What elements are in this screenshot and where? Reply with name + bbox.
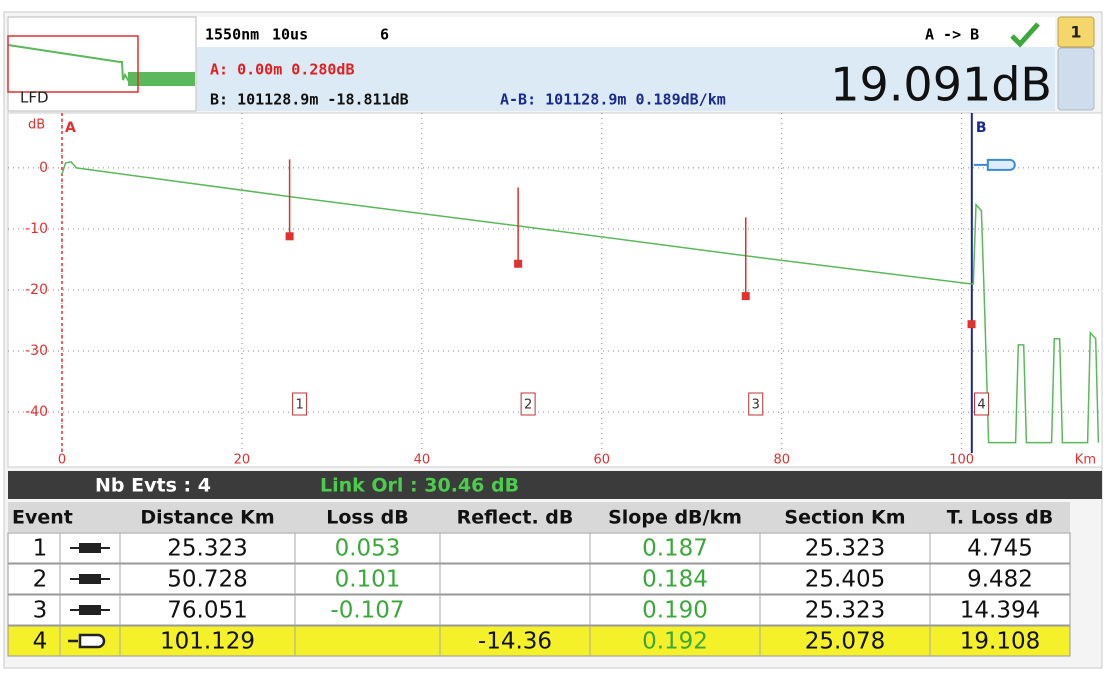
thumbnail-noise <box>128 72 195 86</box>
cursor-a-label: A <box>65 120 76 136</box>
y-tick-label: -10 <box>25 221 48 237</box>
table-cell: 14.394 <box>960 598 1040 624</box>
event-label: 4 <box>977 398 985 413</box>
column-header: Distance Km <box>140 507 274 529</box>
table-cell: 4 <box>33 629 48 655</box>
y-tick-label: -40 <box>25 404 48 420</box>
table-cell: 25.323 <box>167 536 247 562</box>
x-tick-label: 80 <box>773 453 790 468</box>
table-cell: -0.107 <box>330 598 404 624</box>
total-loss: 19.091dB <box>830 58 1052 112</box>
x-unit: Km <box>1075 453 1096 468</box>
column-header: Loss dB <box>326 507 408 529</box>
direction: A -> B <box>925 26 979 44</box>
table-cell: 0.187 <box>642 536 708 562</box>
table-cell: 25.405 <box>805 567 885 593</box>
event-point <box>514 259 523 268</box>
thumbnail-label: LFD <box>20 89 49 107</box>
table-row[interactable] <box>7 625 1071 657</box>
event-icon <box>70 543 110 553</box>
scroll-panel[interactable] <box>1057 47 1095 111</box>
events-count: Nb Evts : 4 <box>95 475 211 497</box>
y-tick-label: 0 <box>39 160 48 176</box>
page-number: 1 <box>1070 23 1081 42</box>
event-icon <box>68 633 106 649</box>
x-tick-label: 0 <box>58 453 66 468</box>
table-cell: 25.323 <box>805 536 885 562</box>
event-label: 2 <box>524 398 532 413</box>
event-box[interactable] <box>292 392 308 416</box>
event-box[interactable] <box>748 392 764 416</box>
table-cell: -14.36 <box>478 629 552 655</box>
connector-icon <box>973 158 1016 171</box>
table-row[interactable] <box>7 594 1071 626</box>
column-header: Event <box>12 507 73 529</box>
link-orl: Link Orl : 30.46 dB <box>320 475 519 497</box>
x-tick-label: 60 <box>594 453 611 468</box>
column-header: Section Km <box>784 507 905 529</box>
x-tick-label: 40 <box>414 453 431 468</box>
page-button[interactable] <box>1057 16 1095 48</box>
table-cell: 0.184 <box>642 567 708 593</box>
table-cell: 0.101 <box>335 567 401 593</box>
x-tick-label: 100 <box>949 453 974 468</box>
event-point <box>741 292 750 301</box>
column-header: Reflect. dB <box>457 507 574 529</box>
event-icon <box>70 605 110 615</box>
event-label: 3 <box>752 398 760 413</box>
event-table: Event Distance Km Loss dB Reflect. dB Slope … <box>7 502 1071 657</box>
table-cell: 50.728 <box>167 567 247 593</box>
table-cell: 101.129 <box>160 629 255 655</box>
chart: 0 -10 -20 -30 -40 0 20 40 60 80 100 dB Km A B 1 2 3 4 <box>8 113 1102 468</box>
ok-check <box>1010 22 1040 48</box>
wavelength: 1550nm <box>205 26 259 44</box>
event-label: 1 <box>295 398 303 413</box>
chart-panel <box>7 112 1103 468</box>
table-cell: 4.745 <box>967 536 1033 562</box>
event-box[interactable] <box>520 392 536 416</box>
table-header-bg <box>8 502 1070 532</box>
table-cell: 0.053 <box>335 536 401 562</box>
x-tick-label: 20 <box>234 453 251 468</box>
averages: 6 <box>380 26 389 44</box>
table-cell: 19.108 <box>960 629 1040 655</box>
cursor-b-label: B <box>976 120 987 136</box>
thumbnail-zoom <box>7 35 139 93</box>
event-point <box>285 232 294 241</box>
y-unit: dB <box>28 118 45 133</box>
table-row[interactable] <box>7 563 1071 595</box>
table-cell: 0.190 <box>642 598 708 624</box>
event-box[interactable] <box>974 392 990 416</box>
table-cell: 76.051 <box>167 598 247 624</box>
marker-a: A: 0.00m 0.280dB <box>210 61 355 79</box>
a-to-b: A-B: 101128.9m 0.189dB/km <box>500 91 726 109</box>
table-cell: 25.078 <box>805 629 885 655</box>
table-row[interactable] <box>7 532 1071 564</box>
table-cell: 25.323 <box>805 598 885 624</box>
event-point <box>967 320 976 329</box>
pulse: 10us <box>272 26 308 44</box>
table-cell: 3 <box>33 598 48 624</box>
thumbnail <box>7 16 197 112</box>
column-header: T. Loss dB <box>947 507 1053 529</box>
event-icon <box>70 574 110 584</box>
y-tick-label: -30 <box>25 343 48 359</box>
header-top <box>197 17 1055 47</box>
y-tick-label: -20 <box>25 282 48 298</box>
summary-bar <box>8 471 1102 499</box>
table-cell: 0.192 <box>642 629 708 655</box>
table-cell: 1 <box>33 536 48 562</box>
table-cell: 9.482 <box>967 567 1033 593</box>
table-cell: 2 <box>33 567 48 593</box>
marker-b: B: 101128.9m -18.811dB <box>210 91 409 109</box>
header-info <box>197 47 1055 111</box>
column-header: Slope dB/km <box>608 507 742 529</box>
